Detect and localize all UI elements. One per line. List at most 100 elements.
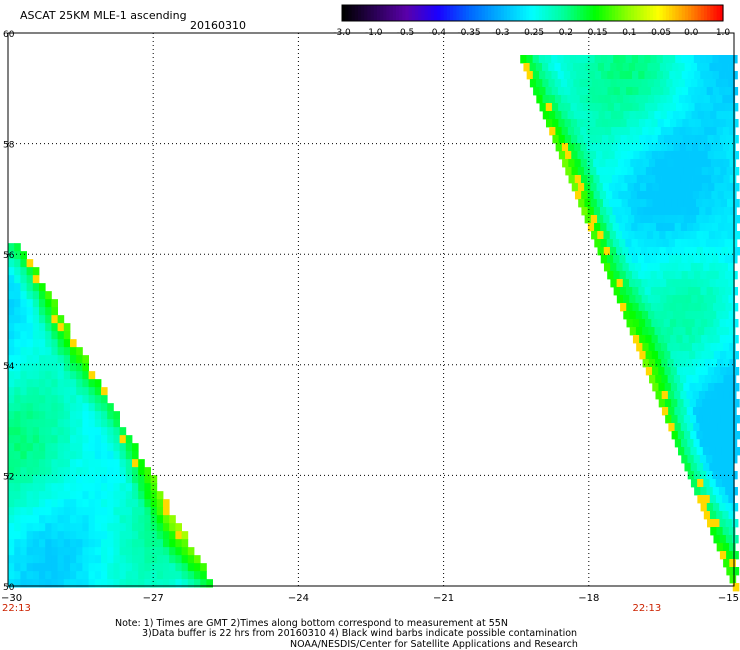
- data-cell: [614, 119, 621, 128]
- data-cell: [677, 399, 684, 408]
- data-cell: [613, 255, 620, 264]
- data-cell: [26, 315, 34, 324]
- data-cell: [594, 239, 601, 248]
- data-cell: [640, 199, 647, 208]
- data-cell: [119, 459, 127, 468]
- data-cell: [113, 515, 120, 524]
- data-cell: [39, 467, 46, 476]
- data-cell: [687, 71, 695, 80]
- data-cell: [576, 103, 584, 112]
- colorbar-segment: [367, 5, 372, 21]
- data-cell: [680, 175, 687, 184]
- data-cell: [699, 207, 706, 216]
- data-cell: [70, 507, 77, 516]
- data-cell: [51, 387, 58, 396]
- data-cell: [57, 379, 65, 388]
- data-cell: [76, 547, 83, 556]
- data-cell: [32, 555, 40, 564]
- data-cell: [8, 411, 15, 420]
- data-cell: [600, 55, 608, 64]
- data-cell: [695, 199, 703, 208]
- data-cell: [666, 79, 673, 88]
- data-cell: [672, 263, 679, 272]
- data-cell: [670, 367, 678, 376]
- data-cell: [709, 479, 717, 488]
- colorbar-segment: [618, 5, 622, 21]
- data-cell: [599, 175, 607, 184]
- data-cell: [39, 515, 46, 524]
- data-cell: [709, 495, 717, 504]
- data-cell: [39, 523, 46, 532]
- data-cell: [671, 247, 679, 256]
- data-cell: [676, 335, 683, 344]
- colorbar-segment: [684, 5, 689, 21]
- data-cell: [82, 555, 89, 564]
- data-cell: [582, 55, 589, 64]
- colorbar-segment: [697, 5, 702, 21]
- data-cell: [45, 387, 52, 396]
- data-cell: [565, 167, 572, 176]
- data-cell: [607, 55, 614, 64]
- data-cell: [709, 295, 717, 304]
- data-cell: [101, 579, 108, 588]
- colorbar-segment: [634, 5, 638, 21]
- data-cell: [722, 327, 730, 336]
- data-cell: [70, 563, 77, 572]
- data-cell: [670, 167, 678, 176]
- data-cell: [678, 79, 686, 88]
- data-cell: [113, 467, 120, 476]
- data-cell: [732, 583, 740, 592]
- data-cell: [634, 263, 642, 272]
- data-cell: [616, 247, 623, 256]
- colorbar-segment: [475, 5, 480, 21]
- colorbar-segment: [551, 5, 556, 21]
- data-cell: [8, 347, 15, 356]
- data-cell: [57, 563, 65, 572]
- data-cell: [613, 287, 621, 296]
- data-cell: [132, 443, 139, 452]
- colorbar-segment: [599, 5, 603, 21]
- data-cell: [70, 403, 77, 412]
- data-cell: [646, 199, 653, 208]
- data-cell: [663, 303, 671, 312]
- data-cell: [563, 71, 571, 80]
- data-cell: [82, 355, 89, 364]
- chart-date: 20160310: [190, 19, 246, 32]
- data-cell: [686, 375, 693, 384]
- data-cell: [82, 371, 89, 380]
- colorbar-segment: [459, 5, 464, 21]
- data-cell: [51, 579, 58, 588]
- data-cell: [144, 539, 151, 548]
- data-cell: [705, 223, 713, 232]
- data-cell: [76, 403, 83, 412]
- data-cell: [88, 507, 96, 516]
- data-cell: [671, 215, 679, 224]
- data-cell: [679, 111, 686, 120]
- data-cell: [26, 459, 34, 468]
- data-cell: [70, 427, 77, 436]
- data-cell: [704, 159, 712, 168]
- colorbar-segment: [526, 5, 530, 21]
- data-cell: [722, 343, 730, 352]
- data-cell: [107, 467, 114, 476]
- data-cell: [94, 411, 102, 420]
- data-cell: [26, 523, 34, 532]
- data-cell: [14, 491, 21, 500]
- data-cell: [687, 55, 695, 64]
- data-cell: [20, 371, 27, 380]
- data-cell: [704, 143, 712, 152]
- data-cell: [51, 403, 58, 412]
- data-cell: [163, 571, 170, 580]
- data-cell: [723, 407, 731, 416]
- data-cell: [14, 363, 21, 372]
- data-cell: [673, 327, 680, 336]
- data-cell: [698, 175, 706, 184]
- x-tick-label: −30: [1, 593, 22, 604]
- data-cell: [637, 207, 644, 216]
- data-cell: [647, 63, 655, 72]
- data-cell: [8, 387, 15, 396]
- data-cell: [88, 571, 96, 580]
- data-cell: [702, 215, 710, 224]
- data-cell: [26, 291, 34, 300]
- data-cell: [584, 183, 591, 192]
